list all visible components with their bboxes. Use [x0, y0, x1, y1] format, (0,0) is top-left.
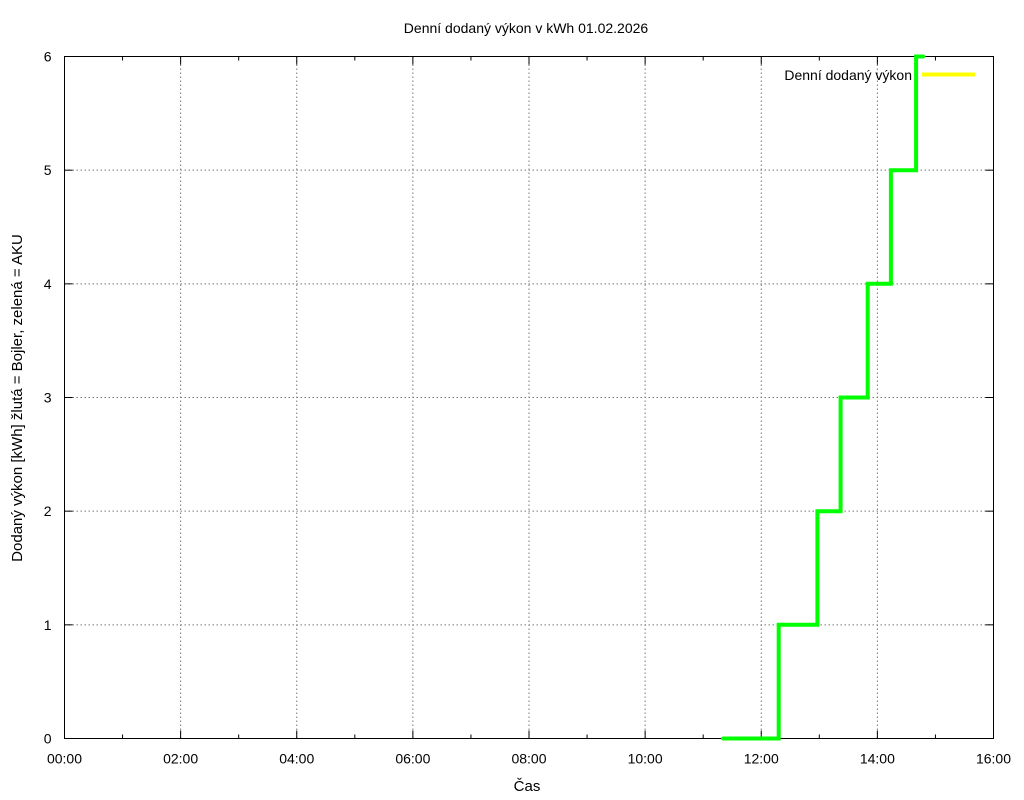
data-point [839, 396, 843, 399]
data-point [740, 737, 744, 740]
data-point [914, 168, 918, 172]
x-tick-label: 10:00 [628, 751, 663, 767]
data-point [922, 55, 926, 58]
data-point [721, 737, 725, 740]
legend: Denní dodaný výkon [784, 67, 975, 83]
x-tick-label: 16:00 [976, 751, 1011, 767]
x-tick-label: 14:00 [860, 751, 895, 767]
y-tick-label: 4 [44, 276, 52, 292]
data-point [815, 509, 819, 513]
grid [64, 56, 994, 739]
y-tick-label: 2 [44, 503, 52, 519]
x-axis-title: Čas [514, 778, 541, 795]
x-tick-label: 00:00 [47, 751, 82, 767]
chart-title: Denní dodaný výkon v kWh 01.02.2026 [404, 20, 649, 36]
data-point [839, 509, 843, 513]
data-point [889, 282, 893, 286]
ticks: 00:00 02:00 04:00 06:00 08:00 10:00 12:00 14:00… [44, 49, 1012, 767]
data-point [889, 168, 893, 172]
data-point [866, 396, 870, 399]
y-tick-label: 6 [44, 49, 52, 65]
x-tick-label: 12:00 [744, 751, 779, 767]
legend-label: Denní dodaný výkon [784, 67, 912, 83]
series [721, 54, 926, 741]
y-tick-label: 5 [44, 162, 52, 178]
data-point [914, 55, 918, 58]
data-point [815, 623, 819, 627]
y-tick-label: 0 [44, 731, 52, 747]
y-axis-title: Dodaný výkon [kWh] žlutá = Bojler, zelen… [9, 234, 26, 562]
x-tick-label: 08:00 [511, 751, 546, 767]
x-tick-label: 02:00 [163, 751, 198, 767]
data-point [866, 282, 870, 286]
x-tick-label: 04:00 [279, 751, 314, 767]
y-tick-label: 3 [44, 390, 52, 406]
y-tick-label: 1 [44, 617, 52, 633]
x-tick-label: 06:00 [395, 751, 430, 767]
data-point [777, 623, 781, 627]
data-point [777, 737, 781, 740]
